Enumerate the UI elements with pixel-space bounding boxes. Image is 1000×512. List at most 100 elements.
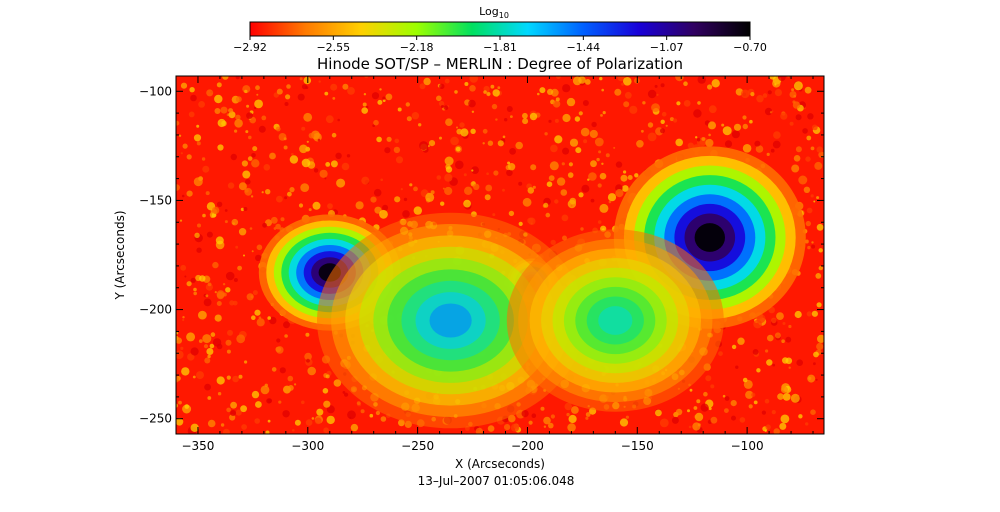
texture-speckle <box>248 135 252 140</box>
texture-speckle <box>782 322 786 325</box>
texture-speckle <box>182 143 188 149</box>
texture-speckle <box>567 199 577 209</box>
texture-speckle <box>806 135 812 141</box>
texture-speckle <box>241 160 248 167</box>
texture-speckle <box>629 105 638 114</box>
texture-speckle <box>813 362 816 366</box>
texture-speckle <box>487 140 494 146</box>
texture-speckle <box>665 124 668 127</box>
texture-speckle <box>491 103 498 110</box>
texture-speckle <box>710 384 715 389</box>
texture-speckle <box>806 207 813 214</box>
texture-speckle <box>181 367 190 376</box>
texture-speckle <box>804 86 812 94</box>
y-axis: −100 −150 −200 −250 <box>139 84 824 426</box>
texture-speckle <box>216 82 222 88</box>
texture-speckle <box>413 186 418 192</box>
texture-speckle <box>323 400 331 408</box>
texture-speckle <box>430 190 435 195</box>
texture-speckle <box>811 244 816 249</box>
x-axis-title: X (Arcseconds) <box>455 457 545 471</box>
texture-speckle <box>306 140 309 143</box>
texture-speckle <box>237 265 243 271</box>
texture-speckle <box>335 152 342 159</box>
texture-speckle <box>347 87 355 95</box>
texture-speckle <box>276 195 283 203</box>
texture-speckle <box>464 186 473 195</box>
texture-speckle <box>778 76 786 81</box>
texture-speckle <box>807 245 811 250</box>
texture-speckle <box>722 126 732 136</box>
texture-speckle <box>269 152 276 160</box>
texture-speckle <box>227 329 233 336</box>
texture-speckle <box>220 423 225 427</box>
texture-speckle <box>188 111 195 118</box>
texture-speckle <box>687 142 694 149</box>
texture-speckle <box>623 77 632 86</box>
texture-speckle <box>816 302 822 308</box>
texture-speckle <box>780 414 790 424</box>
texture-speckle <box>258 316 262 320</box>
texture-speckle <box>180 264 187 271</box>
texture-speckle <box>484 194 491 201</box>
texture-speckle <box>189 87 195 93</box>
texture-speckle <box>570 204 573 207</box>
texture-speckle <box>544 132 548 136</box>
texture-speckle <box>798 175 808 185</box>
texture-speckle <box>217 392 222 396</box>
texture-speckle <box>273 227 277 230</box>
texture-speckle <box>743 379 753 389</box>
texture-speckle <box>767 90 772 95</box>
texture-speckle <box>361 176 370 185</box>
texture-speckle <box>263 164 271 171</box>
texture-speckle <box>777 393 784 400</box>
texture-speckle <box>377 99 383 105</box>
texture-speckle <box>380 416 387 422</box>
texture-speckle <box>718 351 723 356</box>
texture-speckle <box>180 152 183 155</box>
texture-speckle <box>337 118 341 122</box>
texture-speckle <box>482 128 488 134</box>
texture-speckle <box>235 245 239 249</box>
texture-speckle <box>731 415 736 421</box>
texture-speckle <box>556 177 566 186</box>
texture-speckle <box>258 125 266 133</box>
texture-speckle <box>790 393 800 403</box>
texture-speckle <box>756 95 764 103</box>
texture-speckle <box>463 199 471 208</box>
texture-speckle <box>196 371 204 380</box>
texture-speckle <box>303 112 313 122</box>
texture-speckle <box>199 275 206 282</box>
texture-speckle <box>762 93 768 98</box>
texture-speckle <box>262 222 267 228</box>
texture-speckle <box>521 410 529 418</box>
texture-speckle <box>386 136 392 142</box>
texture-speckle <box>764 398 770 404</box>
texture-speckle <box>575 147 582 154</box>
texture-speckle <box>182 316 185 319</box>
colorbar-title: Log10 <box>479 5 509 20</box>
texture-speckle <box>755 145 764 153</box>
texture-speckle <box>393 146 401 154</box>
texture-speckle <box>442 187 445 190</box>
texture-speckle <box>486 172 489 175</box>
texture-speckle <box>444 78 450 84</box>
texture-speckle <box>330 83 338 91</box>
texture-speckle <box>305 419 313 426</box>
texture-speckle <box>554 118 559 123</box>
texture-speckle <box>497 86 501 90</box>
texture-speckle <box>660 119 665 125</box>
texture-speckle <box>518 181 523 186</box>
texture-speckle <box>289 187 295 193</box>
texture-speckle <box>330 160 338 168</box>
texture-speckle <box>548 119 552 123</box>
texture-speckle <box>331 132 337 138</box>
texture-speckle <box>225 287 231 293</box>
texture-speckle <box>468 99 476 108</box>
texture-speckle <box>585 412 591 417</box>
texture-speckle <box>529 112 538 121</box>
texture-speckle <box>463 173 467 177</box>
texture-speckle <box>793 155 801 162</box>
colorbar-tick-label: −2.55 <box>316 41 350 54</box>
texture-speckle <box>815 378 818 381</box>
